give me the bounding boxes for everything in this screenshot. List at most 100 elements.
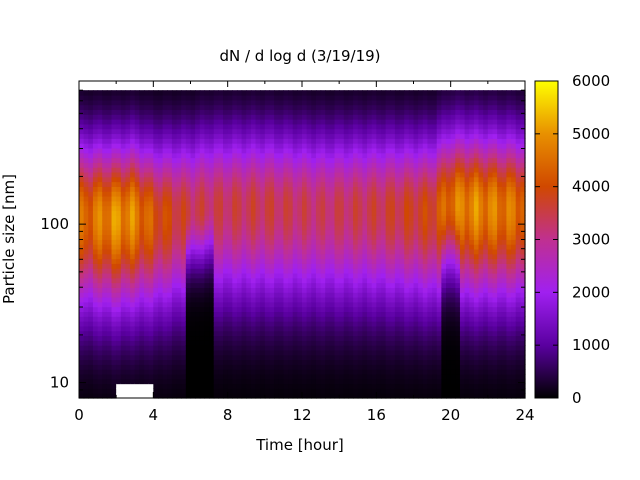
heatmap-cell	[79, 114, 85, 120]
heatmap-cell	[241, 282, 247, 288]
heatmap-cell	[325, 196, 331, 202]
heatmap-cell	[329, 258, 336, 264]
heatmap-cell	[232, 335, 238, 341]
heatmap-cell	[120, 301, 127, 308]
heatmap-cell	[260, 200, 266, 207]
heatmap-cell	[432, 292, 438, 298]
heatmap-cell	[306, 263, 312, 269]
heatmap-cell	[399, 239, 405, 245]
heatmap-cell	[88, 306, 94, 313]
heatmap-cell	[181, 248, 187, 255]
heatmap-cell	[385, 330, 391, 337]
heatmap-cell	[92, 104, 99, 111]
heatmap-cell	[367, 143, 373, 149]
heatmap-cell	[97, 90, 103, 96]
heatmap-cell	[88, 181, 94, 187]
heatmap-cell	[343, 388, 350, 394]
heatmap-cell	[209, 244, 215, 250]
heatmap-cell	[148, 282, 154, 288]
heatmap-cell	[348, 393, 354, 399]
heatmap-cell	[209, 162, 215, 168]
heatmap-cell	[334, 359, 340, 365]
heatmap-cell	[144, 354, 150, 361]
heatmap-cell	[427, 162, 433, 168]
heatmap-cell	[120, 114, 127, 120]
heatmap-cell	[255, 220, 261, 226]
heatmap-cell	[427, 253, 433, 260]
heatmap-cell	[320, 301, 326, 308]
heatmap-cell	[162, 95, 168, 101]
heatmap-cell	[278, 292, 285, 298]
heatmap-cell	[157, 220, 164, 226]
heatmap-cell	[394, 359, 401, 365]
heatmap-cell	[218, 364, 224, 370]
heatmap-cell	[357, 215, 363, 221]
heatmap-cell	[236, 119, 243, 125]
heatmap-cell	[92, 176, 99, 183]
heatmap-cell	[380, 325, 387, 332]
heatmap-cell	[255, 272, 261, 279]
heatmap-cell	[288, 277, 294, 284]
heatmap-cell	[302, 321, 308, 327]
heatmap-cell	[185, 306, 192, 313]
heatmap-cell	[297, 253, 303, 260]
heatmap-cell	[418, 119, 424, 125]
heatmap-cell	[181, 369, 187, 375]
heatmap-cell	[246, 143, 252, 149]
heatmap-cell	[357, 272, 363, 279]
heatmap-cell	[92, 191, 99, 197]
heatmap-cell	[213, 393, 219, 399]
heatmap-cell	[134, 138, 140, 144]
heatmap-cell	[227, 383, 233, 389]
heatmap-cell	[362, 138, 368, 144]
heatmap-cell	[185, 133, 192, 139]
heatmap-cell	[325, 171, 331, 178]
heatmap-cell	[380, 297, 387, 303]
heatmap-cell	[422, 128, 429, 135]
heatmap-cell	[167, 167, 173, 173]
heatmap-cell	[311, 345, 317, 351]
heatmap-cell	[380, 306, 387, 313]
heatmap-cell	[116, 364, 122, 370]
heatmap-cell	[204, 263, 210, 269]
heatmap-cell	[241, 181, 247, 187]
heatmap-cell	[315, 321, 322, 327]
heatmap-cell	[157, 345, 164, 351]
heatmap-cell	[167, 349, 173, 356]
heatmap-cell	[302, 277, 308, 284]
heatmap-cell	[288, 224, 294, 231]
heatmap-cell	[195, 128, 201, 135]
heatmap-cell	[260, 321, 266, 327]
heatmap-cell	[111, 99, 117, 106]
heatmap-cell	[130, 306, 136, 313]
heatmap-cell	[297, 301, 303, 308]
heatmap-cell	[223, 114, 229, 120]
heatmap-cell	[404, 316, 410, 322]
heatmap-cell	[311, 205, 317, 212]
heatmap-cell	[97, 133, 103, 139]
heatmap-cell	[204, 220, 210, 226]
heatmap-cell	[209, 258, 215, 264]
heatmap-cell	[236, 354, 243, 361]
heatmap-cell	[339, 369, 345, 375]
heatmap-cell	[385, 282, 391, 288]
heatmap-cell	[292, 220, 298, 226]
heatmap-cell	[288, 345, 294, 351]
heatmap-cell	[153, 297, 159, 303]
heatmap-cell	[153, 268, 159, 274]
heatmap-cell	[241, 297, 247, 303]
heatmap-cell	[125, 229, 131, 236]
heatmap-cell	[427, 321, 433, 327]
heatmap-cell	[380, 369, 387, 375]
heatmap-cell	[144, 138, 150, 144]
heatmap-cell	[213, 335, 219, 341]
heatmap-cell	[357, 143, 363, 149]
heatmap-cell	[418, 152, 424, 159]
heatmap-cell	[167, 321, 173, 327]
heatmap-cell	[274, 224, 280, 231]
heatmap-cell	[357, 186, 363, 192]
heatmap-cell	[274, 369, 280, 375]
heatmap-cell	[311, 311, 317, 317]
heatmap-cell	[315, 378, 322, 385]
heatmap-cell	[353, 277, 359, 284]
